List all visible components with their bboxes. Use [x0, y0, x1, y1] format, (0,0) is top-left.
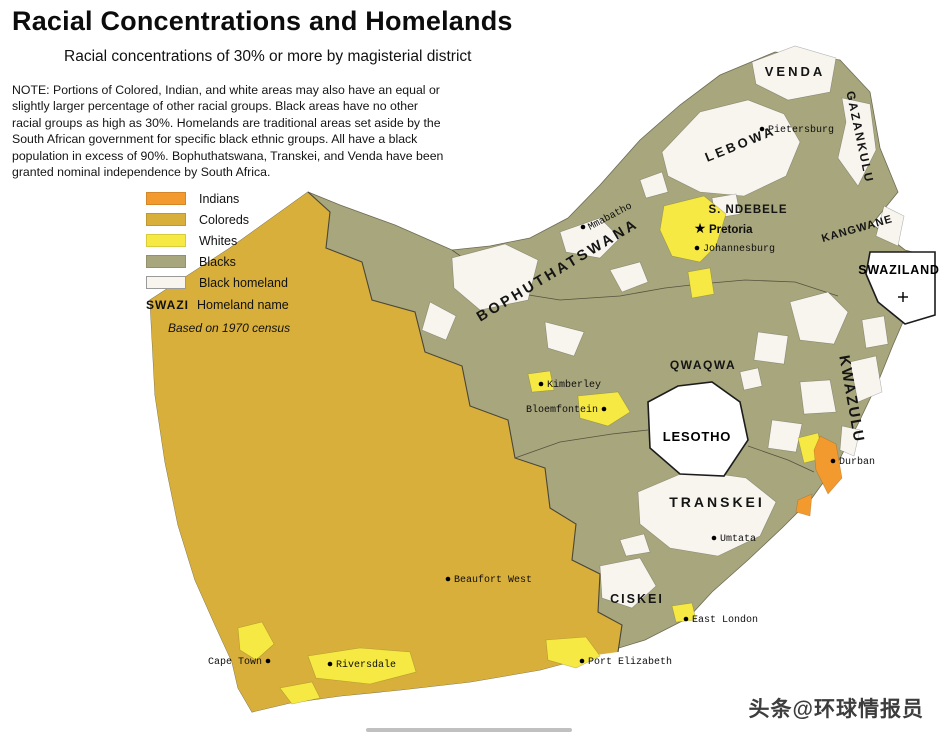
city-dot-durban [830, 458, 836, 464]
legend-item-homeland: Black homeland [146, 272, 290, 293]
provincial-border-east [747, 445, 815, 473]
legend-label-blacks: Blacks [199, 254, 236, 269]
legend: Indians Coloreds Whites Blacks Black homelan… [146, 188, 290, 335]
whites-patch-cape-town [237, 621, 275, 661]
city-label-beaufort-west: Beaufort West [454, 574, 532, 586]
homeland-patch-bophuthatswana-2 [559, 217, 621, 259]
legend-label-coloreds: Coloreds [199, 212, 250, 227]
homeland-patch-ciskei [599, 557, 657, 609]
legend-label-homeland: Black homeland [199, 275, 288, 290]
homeland-patch-bophuthatswana-5 [609, 261, 649, 293]
city-label-cape-town: Cape Town [208, 657, 262, 668]
country-label-lesotho: LESOTHO [663, 429, 731, 444]
legend-item-whites: Whites [146, 230, 290, 251]
city-dot-johannesburg [694, 245, 700, 251]
whites-patch-kimberley [527, 370, 555, 393]
city-label-kimberley: Kimberley [547, 379, 601, 391]
legend-swatch-whites [146, 234, 186, 247]
city-dot-umtata [711, 535, 717, 541]
homeland-patch-kwazulu-4 [799, 379, 837, 415]
homeland-patch-kangwane [875, 205, 905, 247]
city-dot-pietersburg [759, 126, 765, 132]
homeland-label-s-ndebele: S. NDEBELE [708, 204, 787, 216]
city-dot-riversdale [327, 661, 333, 667]
homeland-patch-bophuthatswana-1 [451, 243, 539, 311]
legend-item-coloreds: Coloreds [146, 209, 290, 230]
coloreds-blacks-border [307, 191, 623, 653]
page-title: Racial Concentrations and Homelands [12, 6, 513, 36]
homeland-patch-kwazulu-3 [849, 355, 883, 403]
homeland-patch-kwazulu-7 [861, 315, 889, 349]
city-label-durban: Durban [839, 456, 875, 468]
legend-label-whites: Whites [199, 233, 238, 248]
homeland-label-qwaqwa: QWAQWA [670, 358, 736, 372]
homeland-patch-gazankulu [837, 97, 877, 187]
homeland-patch-ciskei-2 [619, 533, 651, 557]
whites-patch-cape-south [279, 681, 321, 705]
city-label-pietersburg: Pietersburg [768, 124, 834, 136]
provincial-border-west [514, 429, 649, 459]
city-label-riversdale: Riversdale [336, 659, 396, 671]
bottom-bar [366, 728, 572, 732]
homeland-label-ciskei: CISKEI [610, 592, 664, 606]
homeland-patch-qwaqwa [739, 367, 763, 391]
homeland-patch-lebowa [661, 99, 801, 197]
legend-homeland-key: SWAZI Homeland name [146, 298, 290, 312]
homeland-patch-venda [751, 45, 837, 101]
legend-label-indians: Indians [199, 191, 240, 206]
country-swaziland [865, 251, 936, 325]
city-label-umtata: Umtata [720, 534, 756, 545]
homeland-patch-kwazulu-6 [839, 425, 861, 457]
region-coloreds [150, 192, 622, 712]
map-note: NOTE: Portions of Colored, Indian, and w… [12, 83, 444, 180]
whites-patch-riversdale [307, 647, 417, 685]
legend-swatch-homeland [146, 276, 186, 289]
homeland-patch-kwazulu-1 [789, 291, 849, 345]
city-label-bloemfontein: Bloemfontein [526, 404, 598, 416]
city-label-johannesburg: Johannesburg [703, 243, 775, 255]
whites-patch-vereeniging [687, 267, 715, 299]
legend-swatch-blacks [146, 255, 186, 268]
whites-patch-witwatersrand [659, 195, 727, 263]
homeland-patch-kwazulu-2 [753, 331, 789, 365]
homeland-patch-bophuthatswana-4 [544, 321, 585, 357]
legend-swatch-indians [146, 192, 186, 205]
country-label-swaziland: SWAZILAND [858, 263, 940, 277]
homeland-label-venda: VENDA [765, 64, 826, 79]
legend-swatch-coloreds [146, 213, 186, 226]
city-dot-bloemfontein [601, 406, 607, 412]
city-label-port-elizabeth: Port Elizabeth [588, 656, 672, 668]
indians-patch-durban [813, 435, 843, 495]
legend-homeland-key-label: Homeland name [197, 298, 289, 312]
homeland-patch-lebowa-west [639, 171, 669, 199]
legend-homeland-key-sample: SWAZI [146, 298, 189, 312]
legend-items: Indians Coloreds Whites Blacks Black homelan… [146, 188, 290, 293]
page-subtitle: Racial concentrations of 30% or more by … [64, 48, 472, 65]
city-dot-port-elizabeth [579, 658, 585, 664]
city-label-pretoria: Pretoria [709, 224, 753, 236]
homeland-label-transkei: TRANSKEI [669, 494, 765, 510]
whites-patch-port-elizabeth [545, 636, 601, 669]
city-dot-kimberley [538, 381, 544, 387]
country-lesotho [647, 381, 749, 477]
indians-patch-south-coast [795, 493, 813, 517]
city-dot-beaufort-west [445, 576, 451, 582]
legend-item-blacks: Blacks [146, 251, 290, 272]
legend-source: Based on 1970 census [168, 321, 291, 335]
city-label-east-london: East London [692, 614, 758, 626]
watermark: 头条@环球情报员 [748, 698, 924, 721]
homeland-patch-kwazulu-5 [767, 419, 803, 453]
homeland-patch-bophuthatswana-3 [421, 301, 457, 341]
whites-patch-east-london [671, 602, 697, 623]
city-dot-cape-town [265, 658, 271, 664]
legend-item-indians: Indians [146, 188, 290, 209]
city-dot-mmabatho [580, 224, 586, 230]
capital-star-icon: ★ [694, 220, 707, 236]
city-dot-east-london [683, 616, 689, 622]
